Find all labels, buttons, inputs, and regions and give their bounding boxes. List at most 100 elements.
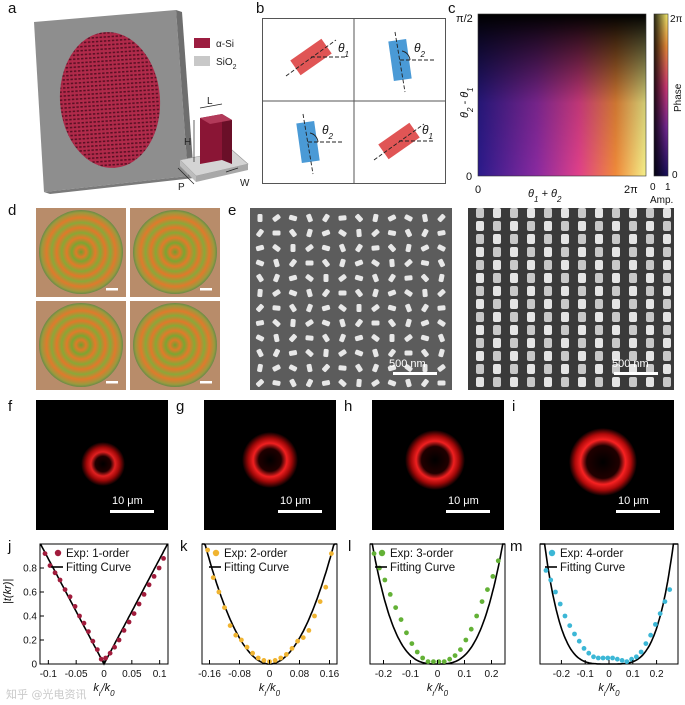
sem-pillar-segment xyxy=(578,286,586,296)
beam-image-f: 10 μm xyxy=(36,400,168,530)
sem-nanopillar xyxy=(404,350,413,356)
sem-nanopillar xyxy=(289,258,297,268)
sem-nanopillar xyxy=(255,244,265,252)
sem-nanopillar xyxy=(321,319,331,327)
x-tick-label: 0.1 xyxy=(458,669,472,680)
sem-pillar-segment xyxy=(544,273,552,283)
sem-nanopillar xyxy=(372,288,379,298)
data-point xyxy=(404,630,409,636)
sem-pillar-segment xyxy=(646,234,654,244)
sem-nanopillar xyxy=(306,303,313,313)
sem-pillar-segment xyxy=(646,364,654,374)
sem-nanopillar xyxy=(421,273,429,283)
sem-pillar-segment xyxy=(578,312,586,322)
data-point xyxy=(548,577,554,583)
data-point xyxy=(576,638,582,644)
sem-pillar-segment xyxy=(595,208,603,218)
c-ytick-top: π/2 xyxy=(456,13,473,25)
sem-pillar-segment xyxy=(578,377,586,387)
watermark: 知乎 @光电资讯 xyxy=(6,688,87,701)
theta2-bottom-left: θ2 xyxy=(322,123,334,141)
data-point xyxy=(328,551,334,556)
sem-pillar-segment xyxy=(544,208,552,218)
sem-pillar-segment xyxy=(476,247,484,257)
sem-nanopillar xyxy=(437,305,446,311)
sem-nanopillar xyxy=(422,364,428,372)
data-point xyxy=(244,644,250,650)
sem-pillar-segment xyxy=(578,247,586,257)
sem-nanopillar xyxy=(321,244,331,252)
data-point xyxy=(94,647,100,652)
sem-nanopillar xyxy=(288,364,298,372)
sem-pillar-segment xyxy=(476,221,484,231)
sem-nanopillar xyxy=(288,214,298,222)
data-point xyxy=(222,605,227,610)
sem-nanopillar xyxy=(288,274,298,282)
data-point xyxy=(210,575,216,580)
micrograph-2 xyxy=(130,208,220,297)
data-point xyxy=(468,626,474,632)
sem-pillar-segment xyxy=(476,299,484,309)
x-tick-label: 0.08 xyxy=(290,669,310,680)
scale-text-i: 10 μm xyxy=(618,495,649,507)
legend-exp-marker xyxy=(212,549,220,557)
sem-pillar-segment xyxy=(527,221,535,231)
scalebar-f xyxy=(110,510,154,513)
sem-nanopillar xyxy=(272,289,281,297)
data-point xyxy=(278,655,284,661)
sem-nanopillar xyxy=(257,214,263,222)
sem-pillar-segment xyxy=(646,338,654,348)
legend-fit-label: Fitting Curve xyxy=(560,562,625,574)
c-ytick-bottom: 0 xyxy=(466,171,472,183)
sem-nanopillar xyxy=(422,288,428,298)
sem-pillar-segment xyxy=(544,221,552,231)
sem-nanopillar xyxy=(405,378,412,388)
sem-pillar-segment xyxy=(612,364,620,374)
sem-pillar-segment xyxy=(612,286,620,296)
data-point xyxy=(633,654,639,660)
sem-pillar-segment xyxy=(663,351,671,361)
sem-pillar-segment xyxy=(561,338,569,348)
sem-pillar-segment xyxy=(476,325,484,335)
sem-nanopillar xyxy=(273,348,280,358)
sem-nanopillar xyxy=(388,243,396,253)
sem-nanopillar xyxy=(355,363,363,373)
x-tick-label: -0.1 xyxy=(577,669,595,680)
sem-nanopillar xyxy=(289,333,297,343)
sem-nanopillar xyxy=(438,258,445,268)
sem-pillar-segment xyxy=(646,273,654,283)
legend-exp-label: Exp: 4-order xyxy=(560,548,623,560)
panel-label-l: l xyxy=(348,538,352,555)
sem-nanopillar xyxy=(305,319,314,327)
sem-pillar-segment xyxy=(612,247,620,257)
sem-pillar-segment xyxy=(493,299,501,309)
data-point xyxy=(479,599,485,604)
dim-H: H xyxy=(184,137,191,148)
sem-pillar-segment xyxy=(663,273,671,283)
sem-nanopillar xyxy=(339,333,346,343)
phase-amplitude-map: π/2 0 θ2 - θ1 0 2π θ1 + θ2 2π 0 Phase 0 … xyxy=(456,13,684,206)
data-point xyxy=(605,655,611,661)
y-tick-label: 0.4 xyxy=(23,612,37,623)
data-point xyxy=(227,623,233,628)
sem-nanopillar xyxy=(339,258,346,268)
sem-nanopillar xyxy=(404,364,413,372)
sem-nanopillar xyxy=(257,288,263,298)
data-point xyxy=(586,650,592,656)
panel-label-f: f xyxy=(8,398,13,415)
sem-pillar-segment xyxy=(612,312,620,322)
sem-pillar-segment xyxy=(561,325,569,335)
sem-pillar-segment xyxy=(646,221,654,231)
legend-sio2-swatch xyxy=(194,56,210,66)
dim-P: P xyxy=(178,182,185,193)
sem-nanopillar xyxy=(372,348,379,358)
metasurface-disc xyxy=(59,32,161,168)
panel-label-c: c xyxy=(448,0,456,17)
data-point xyxy=(261,658,267,663)
data-point xyxy=(610,655,615,661)
data-point xyxy=(323,584,329,590)
data-point xyxy=(77,613,82,619)
x-tick-label: 0 xyxy=(435,669,441,680)
data-point xyxy=(131,611,137,616)
sem-nanopillar xyxy=(438,333,445,343)
